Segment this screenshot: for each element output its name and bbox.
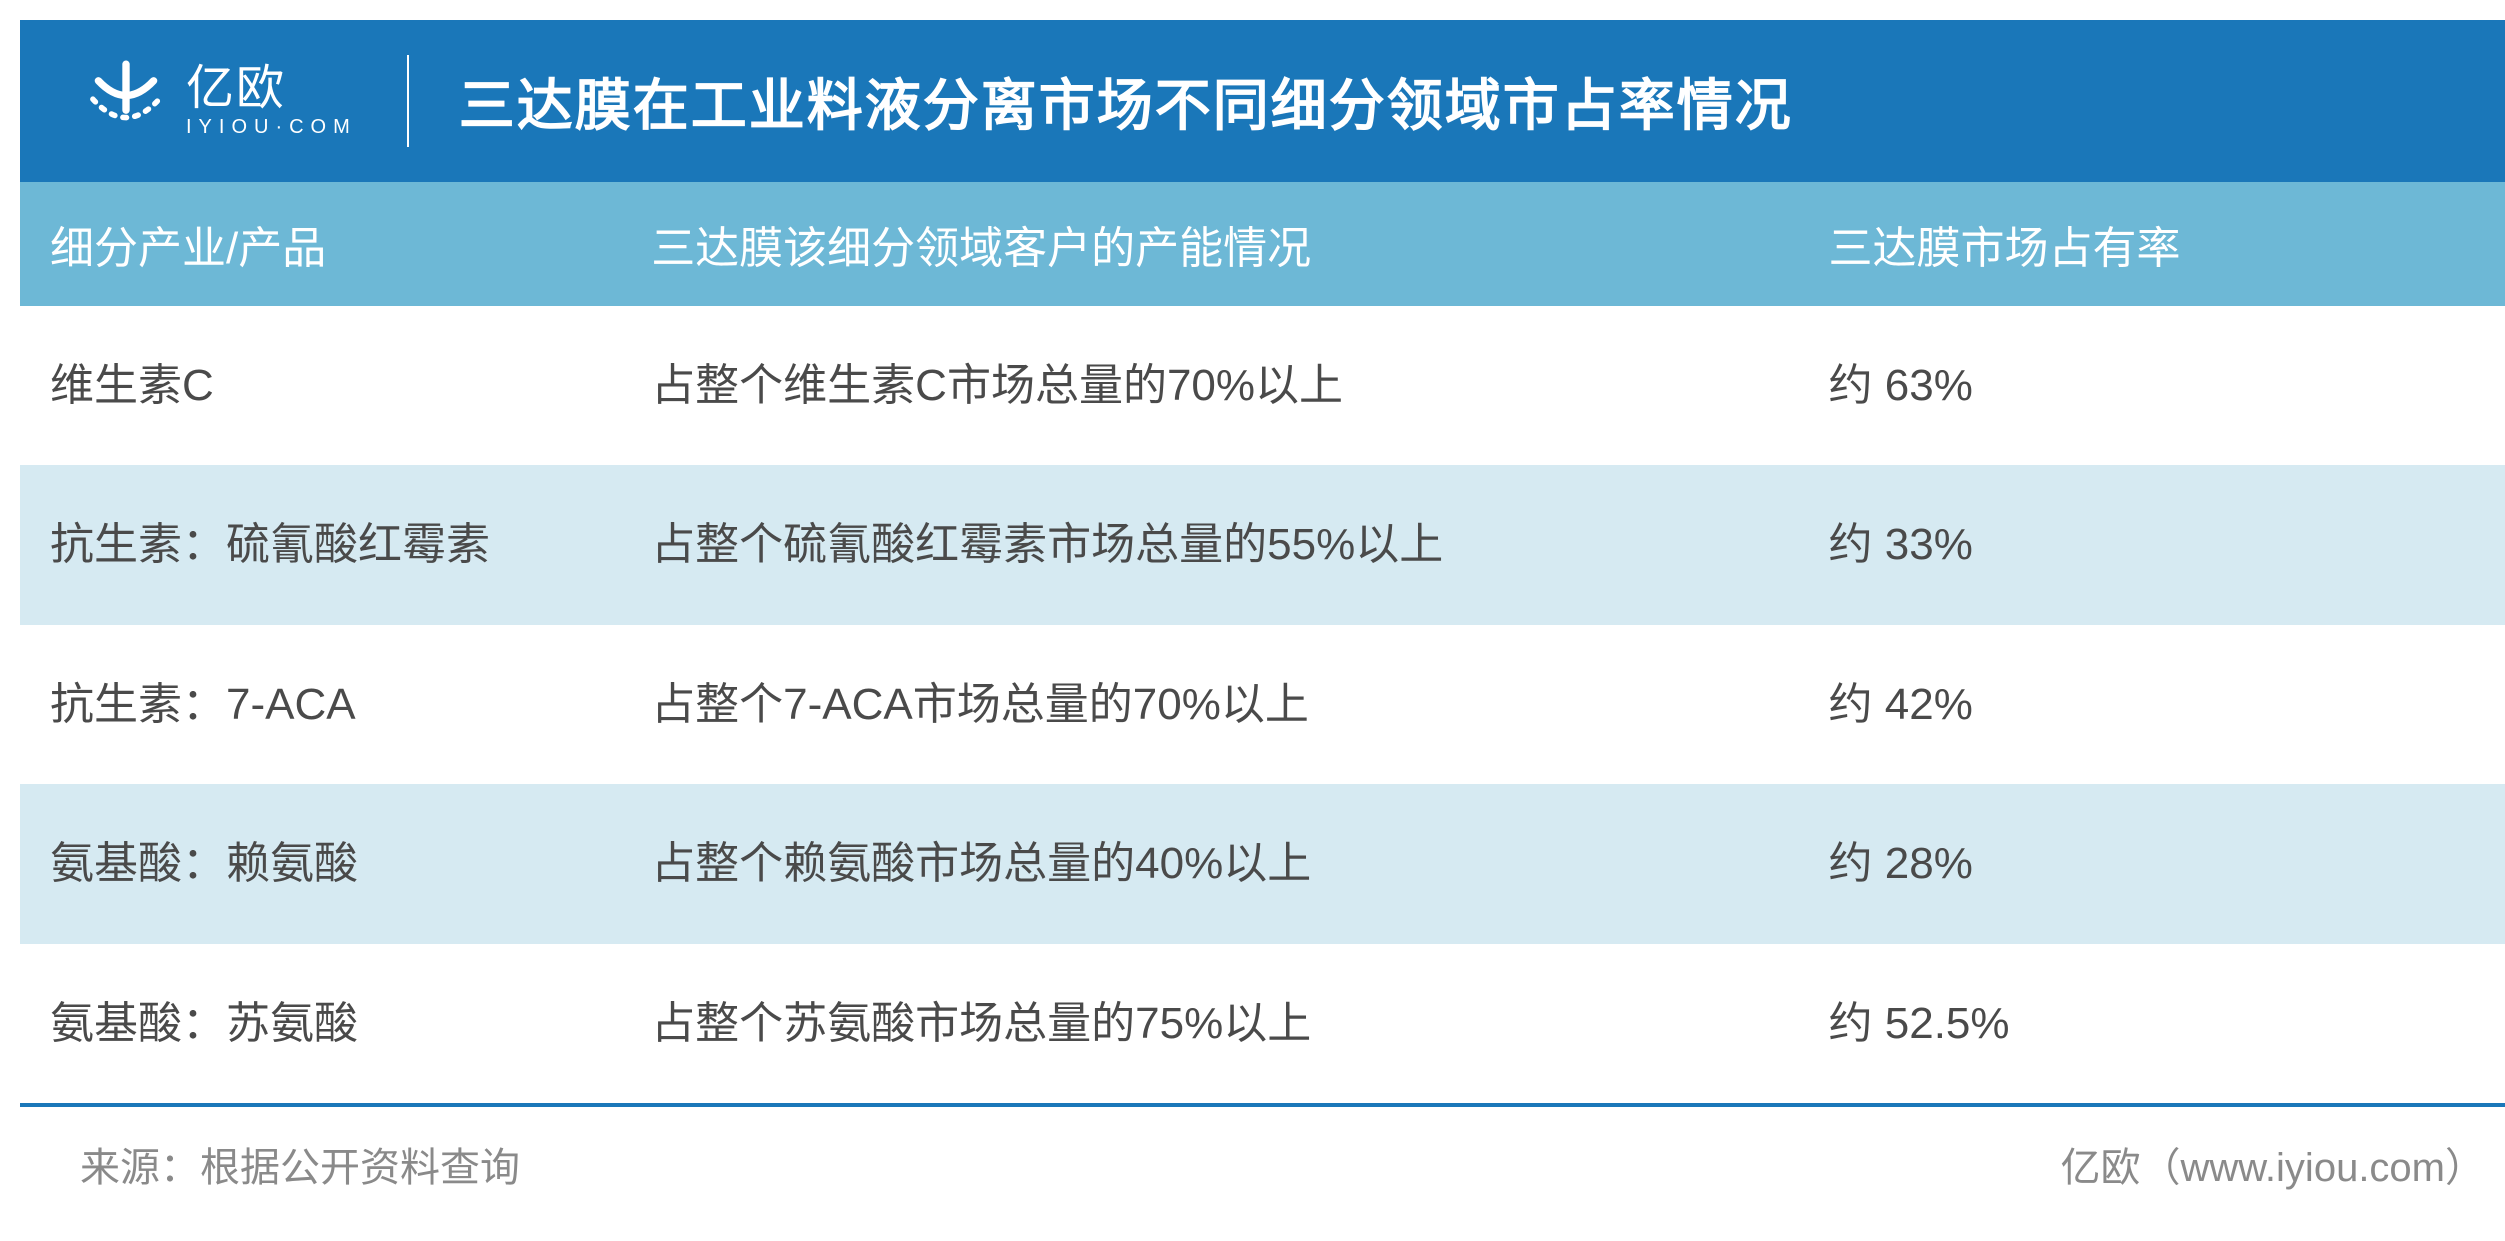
table-header-row: 细分产业/产品 三达膜该细分领域客户的产能情况 三达膜市场占有率 <box>20 182 2505 306</box>
cell-share: 约 63% <box>1799 306 2505 465</box>
infographic-container: 亿欧 IYIOU·COM 三达膜在工业料液分离市场不同细分领域市占率情况 细分产… <box>20 20 2505 1221</box>
cell-capacity: 占整个赖氨酸市场总量的40%以上 <box>621 784 1798 943</box>
cell-capacity: 占整个苏氨酸市场总量的75%以上 <box>621 944 1798 1103</box>
cell-share: 约 52.5% <box>1799 944 2505 1103</box>
header-bar: 亿欧 IYIOU·COM 三达膜在工业料液分离市场不同细分领域市占率情况 <box>20 20 2505 182</box>
source-text: 来源：根据公开资料查询 <box>80 1135 520 1193</box>
cell-segment: 抗生素：硫氰酸红霉素 <box>20 465 621 624</box>
table-row: 氨基酸：苏氨酸 占整个苏氨酸市场总量的75%以上 约 52.5% <box>20 944 2505 1103</box>
cell-capacity: 占整个硫氰酸红霉素市场总量的55%以上 <box>621 465 1798 624</box>
brand-logo-text: 亿欧 IYIOU·COM <box>186 64 357 137</box>
page-title: 三达膜在工业料液分离市场不同细分领域市占率情况 <box>459 61 1793 142</box>
cell-share: 约 33% <box>1799 465 2505 624</box>
cell-segment: 氨基酸：赖氨酸 <box>20 784 621 943</box>
table-row: 氨基酸：赖氨酸 占整个赖氨酸市场总量的40%以上 约 28% <box>20 784 2505 943</box>
cell-capacity: 占整个7-ACA市场总量的70%以上 <box>621 625 1798 784</box>
footer-bar: 来源：根据公开资料查询 亿欧（www.iyiou.com） <box>20 1107 2505 1221</box>
brand-name-cn: 亿欧 <box>186 64 357 114</box>
iyiou-logo-icon <box>80 55 172 147</box>
th-share: 三达膜市场占有率 <box>1799 182 2505 306</box>
cell-share: 约 28% <box>1799 784 2505 943</box>
cell-segment: 氨基酸：苏氨酸 <box>20 944 621 1103</box>
table-row: 抗生素：7-ACA 占整个7-ACA市场总量的70%以上 约 42% <box>20 625 2505 784</box>
th-segment: 细分产业/产品 <box>20 182 621 306</box>
th-capacity: 三达膜该细分领域客户的产能情况 <box>621 182 1798 306</box>
brand-name-en: IYIOU·COM <box>186 117 357 138</box>
cell-capacity: 占整个维生素C市场总量的70%以上 <box>621 306 1798 465</box>
brand-logo: 亿欧 IYIOU·COM <box>80 55 409 147</box>
table-body: 维生素C 占整个维生素C市场总量的70%以上 约 63% 抗生素：硫氰酸红霉素 … <box>20 306 2505 1103</box>
cell-share: 约 42% <box>1799 625 2505 784</box>
credit-text: 亿欧（www.iyiou.com） <box>2060 1135 2485 1193</box>
table-row: 抗生素：硫氰酸红霉素 占整个硫氰酸红霉素市场总量的55%以上 约 33% <box>20 465 2505 624</box>
table-row: 维生素C 占整个维生素C市场总量的70%以上 约 63% <box>20 306 2505 465</box>
cell-segment: 抗生素：7-ACA <box>20 625 621 784</box>
cell-segment: 维生素C <box>20 306 621 465</box>
market-share-table: 细分产业/产品 三达膜该细分领域客户的产能情况 三达膜市场占有率 维生素C 占整… <box>20 182 2505 1103</box>
